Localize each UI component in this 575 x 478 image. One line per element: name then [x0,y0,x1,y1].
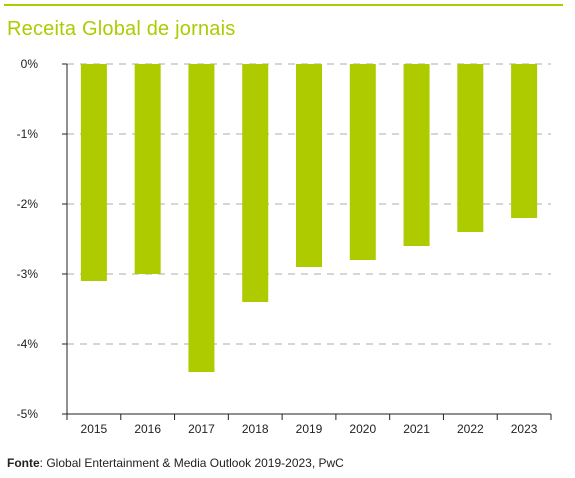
source-note: Fonte: Global Entertainment & Media Outl… [7,456,344,470]
source-label: Fonte [7,456,40,470]
y-tick-label: -4% [17,337,39,351]
bar [403,64,430,246]
top-rule [4,4,563,6]
y-tick-label: -3% [17,267,39,281]
x-tick-label: 2023 [511,422,538,436]
y-tick-label: -5% [17,407,39,421]
x-tick-label: 2015 [81,422,108,436]
x-tick-label: 2017 [188,422,215,436]
x-tick-label: 2022 [457,422,484,436]
bar [349,64,376,260]
chart-title: Receita Global de jornais [7,18,236,40]
x-tick-label: 2021 [403,422,430,436]
bar [134,64,161,274]
y-tick-label: -2% [17,197,39,211]
bar [457,64,484,232]
bar [242,64,269,302]
bar [80,64,107,281]
x-tick-label: 2020 [349,422,376,436]
x-tick-label: 2019 [296,422,323,436]
source-text: : Global Entertainment & Media Outlook 2… [39,456,344,470]
bar [511,64,538,218]
x-tick-label: 2018 [242,422,269,436]
x-tick-label: 2016 [134,422,161,436]
y-tick-label: -1% [17,127,39,141]
bar [188,64,215,372]
y-tick-label: 0% [21,57,39,71]
bar [296,64,322,267]
